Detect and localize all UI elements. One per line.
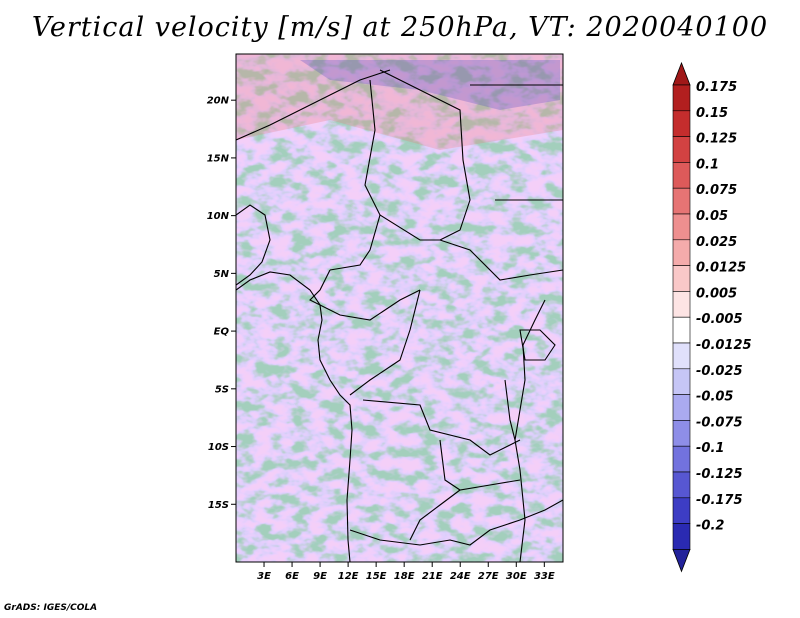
colorbar-swatch — [672, 445, 691, 473]
lat-tick-label: 20N — [207, 96, 230, 107]
colorbar-swatch — [672, 136, 691, 163]
colorbar-swatch — [672, 162, 691, 189]
colorbar-swatch — [672, 342, 691, 370]
colorbar-swatch — [672, 239, 691, 266]
colorbar-swatch — [672, 110, 691, 137]
colorbar-label: 0.1 — [696, 157, 719, 172]
lon-tick-label: 18E — [394, 571, 415, 582]
colorbar-label: -0.1 — [696, 441, 724, 456]
lon-tick-label: 3E — [257, 571, 271, 582]
colorbar-swatch — [672, 291, 691, 318]
lon-tick-label: 27E — [478, 571, 499, 582]
lat-tick-label: EQ — [214, 327, 230, 338]
colorbar-label: -0.05 — [696, 390, 733, 405]
colorbar-swatch — [672, 523, 691, 550]
lat-tick-label: 10S — [208, 442, 229, 453]
lon-tick-label: 15E — [366, 571, 387, 582]
velocity-field — [236, 54, 563, 562]
colorbar-label: -0.025 — [696, 364, 743, 379]
colorbar-swatch — [672, 471, 691, 499]
colorbar-label: -0.075 — [696, 415, 743, 430]
colorbar-label: 0.05 — [696, 209, 728, 224]
lat-tick-label: 15S — [208, 500, 229, 511]
colorbar: 0.175 0.15 0.125 0.1 0.075 0.05 0.025 0.0125 0.0… — [672, 61, 752, 573]
credit-label: GrADS: IGES/COLA — [4, 603, 98, 613]
coastlines-borders — [236, 69, 563, 562]
colorbar-swatch — [672, 316, 691, 344]
colorbar-swatch — [672, 368, 691, 395]
colorbar-label: 0.075 — [696, 183, 737, 198]
colorbar-label: 0.175 — [696, 80, 737, 95]
lon-tick-label: 6E — [285, 571, 299, 582]
lat-tick-label: 10N — [207, 211, 230, 222]
lon-tick-label: 24E — [450, 571, 471, 582]
colorbar-swatch — [672, 497, 691, 524]
colorbar-label: -0.005 — [696, 312, 743, 327]
colorbar-swatch — [672, 420, 691, 447]
chart-title: Vertical velocity [m/s] at 250hPa, VT: 2… — [31, 12, 769, 43]
colorbar-label: 0.0125 — [696, 261, 746, 276]
colorbar-swatch — [672, 187, 691, 215]
colorbar-swatch — [672, 213, 691, 241]
colorbar-bottom-arrow — [672, 549, 691, 573]
lat-tick-label: 5N — [214, 269, 230, 280]
longitude-axis: 3E 6E 9E 12E 15E 18E 21E 24E 27E 30E 33E — [257, 562, 555, 582]
colorbar-label: -0.125 — [696, 467, 743, 482]
colorbar-label: 0.025 — [696, 235, 737, 250]
lon-tick-label: 33E — [534, 571, 555, 582]
colorbar-label: -0.175 — [696, 493, 743, 508]
colorbar-label: -0.2 — [696, 519, 724, 534]
colorbar-swatch — [672, 84, 691, 112]
map-frame — [235, 53, 564, 563]
lon-tick-label: 9E — [313, 571, 327, 582]
colorbar-swatch — [672, 265, 691, 292]
lat-tick-label: 15N — [207, 153, 230, 164]
colorbar-label: 0.005 — [696, 286, 737, 301]
lat-tick-label: 5S — [215, 384, 229, 395]
colorbar-label: 0.15 — [696, 106, 728, 121]
colorbar-label: 0.125 — [696, 132, 737, 147]
colorbar-top-arrow — [672, 61, 691, 86]
colorbar-label: -0.0125 — [696, 338, 752, 353]
colorbar-swatch — [672, 394, 691, 421]
lon-tick-label: 30E — [506, 571, 527, 582]
lon-tick-label: 12E — [338, 571, 359, 582]
lon-tick-label: 21E — [422, 571, 443, 582]
latitude-axis: 20N 15N 10N 5N EQ 5S 10S 15S — [207, 96, 236, 511]
